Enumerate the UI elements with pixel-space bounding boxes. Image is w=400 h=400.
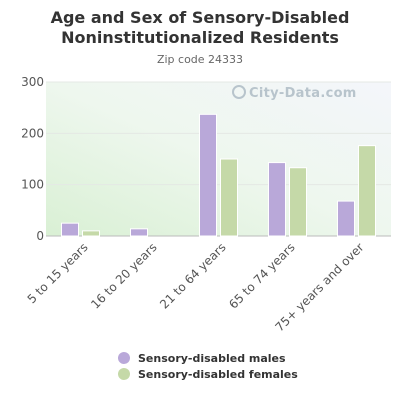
legend: Sensory-disabled males Sensory-disabled …	[118, 350, 298, 382]
legend-swatch-males	[118, 352, 130, 364]
x-tick-label: 21 to 64 years	[157, 240, 228, 311]
bar-males	[268, 162, 286, 237]
y-tick-label: 200	[21, 126, 44, 140]
bar-females	[220, 158, 238, 237]
bar-males	[199, 113, 217, 237]
y-tick-label: 100	[21, 178, 44, 192]
plot-area	[46, 82, 391, 236]
legend-item-males: Sensory-disabled males	[118, 350, 298, 366]
y-tick-label: 0	[36, 229, 44, 243]
bar-females	[358, 145, 376, 237]
y-tick-label: 300	[21, 75, 44, 89]
legend-swatch-females	[118, 368, 130, 380]
bar-males	[61, 222, 79, 237]
watermark: City-Data.com	[232, 85, 357, 101]
bar-females	[82, 230, 100, 237]
legend-item-females: Sensory-disabled females	[118, 366, 298, 382]
chart-subtitle: Zip code 24333	[156, 53, 244, 66]
legend-label-males: Sensory-disabled males	[138, 351, 286, 365]
bar-females	[289, 167, 307, 237]
chart-title: Age and Sex of Sensory-Disabled Noninsti…	[50, 8, 350, 47]
bar-males	[130, 228, 148, 237]
x-tick-label: 16 to 20 years	[88, 240, 159, 311]
x-tick-label: 5 to 15 years	[25, 240, 91, 306]
x-tick-label: 65 to 74 years	[226, 240, 297, 311]
magnifier-icon	[232, 85, 246, 99]
legend-label-females: Sensory-disabled females	[138, 367, 298, 381]
bar-males	[337, 200, 355, 237]
